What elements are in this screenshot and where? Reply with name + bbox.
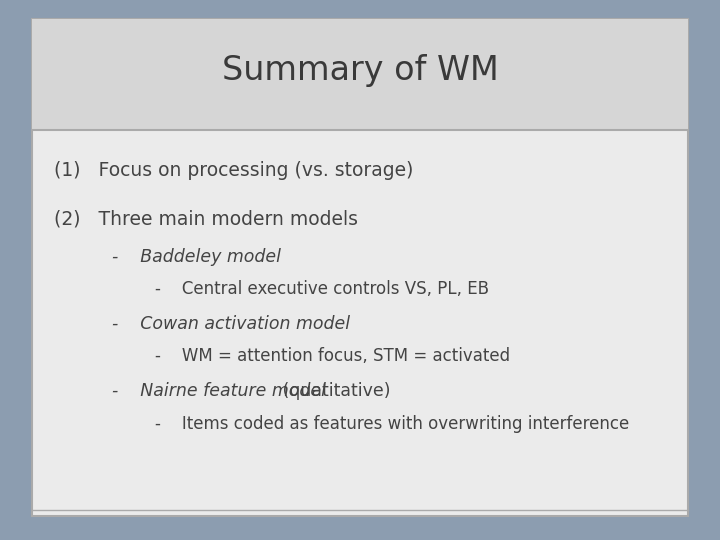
Text: -    Cowan activation model: - Cowan activation model bbox=[112, 315, 350, 333]
Text: -    Items coded as features with overwriting interference: - Items coded as features with overwriti… bbox=[155, 415, 629, 433]
Text: -    Central executive controls VS, PL, EB: - Central executive controls VS, PL, EB bbox=[155, 280, 489, 298]
Text: Summary of WM: Summary of WM bbox=[222, 53, 498, 87]
Text: (quatitative): (quatitative) bbox=[277, 382, 391, 400]
Text: (1)   Focus on processing (vs. storage): (1) Focus on processing (vs. storage) bbox=[54, 160, 413, 180]
FancyBboxPatch shape bbox=[32, 19, 688, 516]
Text: (2)   Three main modern models: (2) Three main modern models bbox=[54, 209, 358, 228]
Text: -    Baddeley model: - Baddeley model bbox=[112, 247, 281, 266]
FancyBboxPatch shape bbox=[32, 19, 688, 130]
Text: -    WM = attention focus, STM = activated: - WM = attention focus, STM = activated bbox=[155, 347, 510, 366]
Text: -    Nairne feature model: - Nairne feature model bbox=[112, 382, 325, 400]
